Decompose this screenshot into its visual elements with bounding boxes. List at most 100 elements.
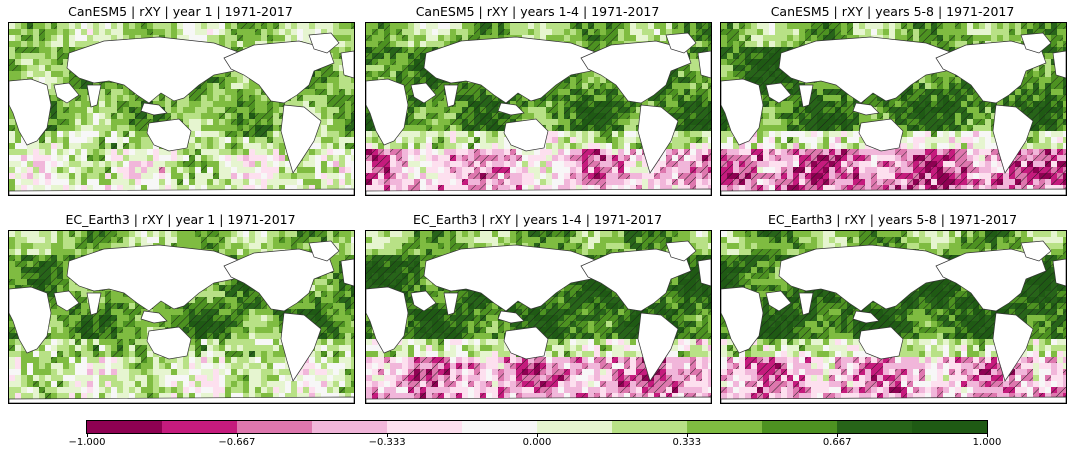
grid-cell	[153, 155, 160, 162]
grid-cell	[69, 41, 76, 48]
grid-cell	[141, 137, 148, 144]
significance-hatch	[195, 89, 202, 96]
significance-hatch	[141, 113, 148, 120]
grid-cell	[63, 29, 70, 36]
significance-hatch	[219, 113, 226, 120]
significance-hatch	[498, 167, 505, 174]
grid-cell	[636, 149, 643, 156]
grid-cell	[378, 179, 385, 186]
significance-hatch	[624, 113, 631, 120]
grid-cell	[594, 83, 601, 90]
grid-cell	[624, 119, 631, 126]
grid-cell	[225, 119, 232, 126]
grid-cell	[237, 149, 244, 156]
grid-cell	[420, 29, 427, 36]
grid-cell	[117, 119, 124, 126]
significance-hatch	[45, 125, 52, 132]
significance-hatch	[75, 95, 82, 102]
significance-hatch	[225, 131, 232, 138]
grid-cell	[147, 185, 154, 192]
significance-hatch	[612, 155, 619, 162]
panel-title: CanESM5 | rXY | year 1 | 1971-2017	[68, 4, 293, 19]
grid-cell	[195, 119, 202, 126]
significance-hatch	[708, 125, 711, 132]
grid-cell	[678, 143, 685, 150]
significance-hatch	[480, 179, 487, 186]
grid-cell	[684, 185, 691, 192]
grid-cell	[1045, 23, 1052, 30]
grid-cell	[213, 89, 220, 96]
grid-cell	[913, 35, 920, 42]
grid-cell	[745, 41, 752, 48]
significance-hatch	[396, 149, 403, 156]
grid-cell	[510, 23, 517, 30]
grid-cell	[81, 149, 88, 156]
grid-cell	[462, 101, 469, 108]
grid-cell	[444, 185, 451, 192]
grid-cell	[438, 167, 445, 174]
significance-hatch	[931, 35, 938, 42]
significance-hatch	[690, 119, 697, 126]
landmass	[423, 36, 599, 104]
grid-cell	[207, 95, 214, 102]
grid-cell	[111, 131, 118, 138]
significance-hatch	[243, 23, 250, 30]
grid-cell	[558, 137, 565, 144]
grid-cell	[600, 41, 607, 48]
grid-cell	[552, 185, 559, 192]
grid-cell	[402, 185, 409, 192]
significance-hatch	[751, 47, 758, 54]
grid-cell	[345, 155, 352, 162]
grid-cell	[564, 131, 571, 138]
grid-cell	[51, 65, 58, 72]
grid-cell	[546, 155, 553, 162]
grid-cell	[99, 101, 106, 108]
significance-hatch	[492, 101, 499, 108]
grid-cell	[396, 179, 403, 186]
grid-cell	[351, 155, 354, 162]
landmass	[503, 118, 549, 152]
grid-cell	[75, 119, 82, 126]
grid-cell	[285, 167, 292, 174]
grid-cell	[327, 29, 334, 36]
significance-hatch	[201, 83, 208, 90]
grid-cell	[117, 29, 124, 36]
grid-cell	[372, 185, 379, 192]
significance-hatch	[678, 155, 685, 162]
landmass	[443, 84, 459, 108]
grid-cell	[456, 167, 463, 174]
grid-cell	[27, 41, 34, 48]
grid-cell	[69, 125, 76, 132]
grid-cell	[75, 173, 82, 180]
grid-cell	[159, 29, 166, 36]
grid-cell	[327, 185, 334, 192]
significance-hatch	[510, 113, 517, 120]
grid-cell	[15, 131, 22, 138]
grid-cell	[111, 101, 118, 108]
grid-cell	[534, 161, 541, 168]
grid-cell	[9, 23, 16, 30]
grid-cell	[225, 23, 232, 30]
significance-hatch	[937, 23, 944, 30]
grid-cell	[111, 23, 118, 30]
grid-cell	[558, 113, 565, 120]
grid-cell	[243, 83, 250, 90]
grid-cell	[402, 149, 409, 156]
grid-cell	[889, 23, 896, 30]
grid-cell	[979, 23, 986, 30]
significance-hatch	[817, 35, 824, 42]
grid-cell	[171, 23, 178, 30]
grid-cell	[51, 41, 58, 48]
grid-cell	[87, 41, 94, 48]
significance-hatch	[165, 113, 172, 120]
significance-hatch	[594, 47, 601, 54]
grid-cell	[111, 35, 118, 42]
grid-cell	[129, 143, 136, 150]
grid-cell	[171, 113, 178, 120]
grid-cell	[432, 155, 439, 162]
grid-cell	[522, 167, 529, 174]
significance-hatch	[823, 29, 830, 36]
significance-hatch	[123, 131, 130, 138]
grid-cell	[255, 149, 262, 156]
significance-hatch	[696, 83, 703, 90]
